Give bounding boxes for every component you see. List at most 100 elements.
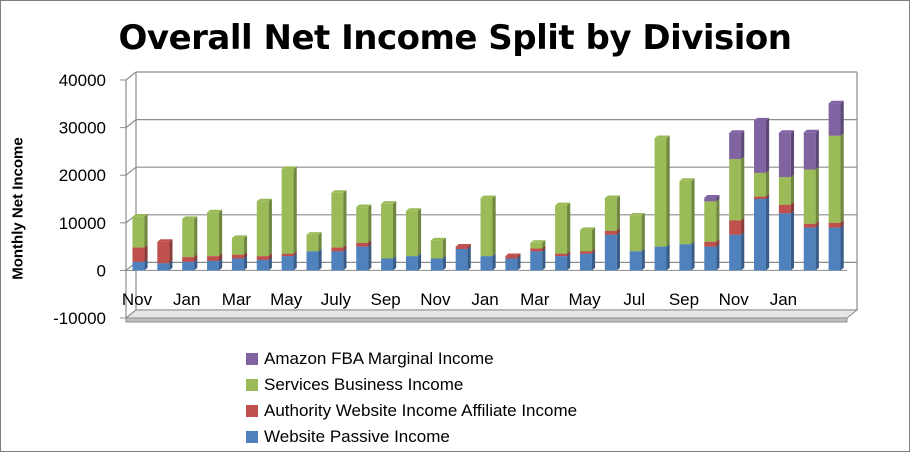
- legend-label-authority: Authority Website Income Affiliate Incom…: [264, 401, 578, 420]
- x-tick-label: Jan: [471, 290, 498, 309]
- bar-segment-side: [268, 253, 272, 260]
- bar-segment: [381, 258, 394, 271]
- bar-segment-side: [840, 100, 844, 136]
- chart-title: Overall Net Income Split by Division: [118, 18, 793, 58]
- bar-segment: [256, 259, 269, 271]
- bar-segment-top: [231, 235, 248, 239]
- bar-segment-side: [293, 253, 297, 271]
- bar-segment-side: [243, 255, 248, 271]
- bar-segment-top: [182, 216, 198, 219]
- bar-segment-top: [207, 209, 223, 213]
- bar-segment: [505, 258, 518, 271]
- bar-segment-side: [840, 224, 844, 271]
- bar-segment-side: [741, 217, 745, 235]
- bar-segment: [231, 258, 244, 271]
- bar-segment: [281, 169, 294, 254]
- legend-label-services: Services Business Income: [264, 375, 464, 394]
- bar-segment: [754, 172, 766, 197]
- bar-segment-side: [467, 244, 471, 249]
- bar-segment: [207, 260, 219, 271]
- bar-segment: [754, 196, 766, 199]
- bar-segment-side: [765, 194, 770, 199]
- bar-segment: [729, 234, 742, 271]
- bar-segment-side: [218, 209, 223, 257]
- bar-segment: [629, 251, 642, 271]
- x-tick-label: Jan: [173, 290, 200, 309]
- x-tick-label: Mar: [222, 290, 252, 309]
- bar-segment-side: [144, 244, 148, 262]
- bar-segment-top: [331, 190, 347, 193]
- bar-segment-side: [591, 251, 596, 271]
- legend: Amazon FBA Marginal Income Services Busi…: [246, 346, 577, 450]
- bar-segment-side: [169, 239, 173, 264]
- bar-segment-side: [517, 255, 521, 271]
- bar-segment: [157, 263, 170, 271]
- x-tick-label: Jan: [770, 290, 797, 309]
- bar-segment-top: [256, 198, 272, 202]
- bar-segment: [256, 201, 269, 257]
- bar-segment: [828, 103, 841, 136]
- legend-swatch-services: [246, 379, 258, 391]
- bar-segment-side: [741, 232, 745, 271]
- bar-segment-top: [405, 208, 422, 211]
- bar-segment-top: [157, 239, 173, 242]
- bar-segment: [182, 257, 195, 262]
- bar-segment: [803, 223, 816, 228]
- bar-segment-side: [542, 240, 546, 249]
- bar-segment-side: [567, 202, 571, 254]
- bar-segment-side: [343, 190, 347, 248]
- y-tick-label: -10000: [53, 309, 106, 328]
- bar-segment: [405, 256, 418, 271]
- bar-segment: [679, 180, 692, 245]
- bar-segment-side: [542, 248, 546, 271]
- bar-segment: [704, 246, 717, 271]
- bar-segment-top: [306, 232, 322, 235]
- bar-segment: [803, 227, 816, 271]
- bar-segment-top: [356, 204, 372, 208]
- bar-segment-side: [542, 245, 546, 252]
- bar-segment: [604, 230, 617, 235]
- bar-segment-top: [629, 213, 645, 216]
- x-tick-label: Nov: [719, 290, 750, 309]
- bar-segment-side: [417, 253, 422, 271]
- bar-segment-side: [467, 246, 471, 271]
- bar-segment-side: [492, 195, 496, 257]
- bar-segment-side: [641, 248, 645, 271]
- bar-segment-top: [803, 129, 819, 133]
- bar-segment: [604, 198, 617, 231]
- bar-segment-top: [604, 195, 620, 199]
- bar-segment-side: [243, 252, 248, 259]
- bar-segment-side: [616, 228, 620, 235]
- bar-segment: [704, 197, 717, 202]
- bar-segment-side: [268, 257, 272, 271]
- bar-segment: [579, 253, 592, 271]
- bar-segment: [754, 120, 766, 173]
- bar-segment: [356, 246, 369, 271]
- bar-segment-side: [318, 232, 322, 252]
- x-tick-label: Nov: [122, 290, 153, 309]
- bar-segment-side: [716, 194, 720, 202]
- bar-segment-side: [691, 178, 695, 245]
- bar-segment: [604, 234, 617, 271]
- bar-segment-top: [778, 130, 795, 133]
- bar-segment: [132, 216, 145, 248]
- bar-segment: [828, 227, 841, 271]
- x-tick-label: July: [321, 290, 352, 309]
- legend-label-amazon: Amazon FBA Marginal Income: [264, 349, 494, 368]
- bar-segment: [455, 248, 468, 271]
- bar-segment-side: [666, 244, 670, 271]
- x-tick-label: Nov: [420, 290, 451, 309]
- bar-segment: [356, 207, 369, 243]
- bar-segment: [430, 258, 443, 271]
- back-wall: [136, 72, 857, 310]
- bar-segment: [182, 261, 195, 271]
- bar-segment-side: [442, 237, 446, 259]
- bar-segment-side: [393, 255, 397, 271]
- bar-segment-side: [243, 235, 248, 255]
- bar-segment: [306, 251, 319, 271]
- bar-segment-side: [840, 133, 844, 223]
- bar-segment-side: [790, 210, 795, 271]
- bar-segment: [704, 241, 717, 247]
- bar-segment: [505, 256, 518, 259]
